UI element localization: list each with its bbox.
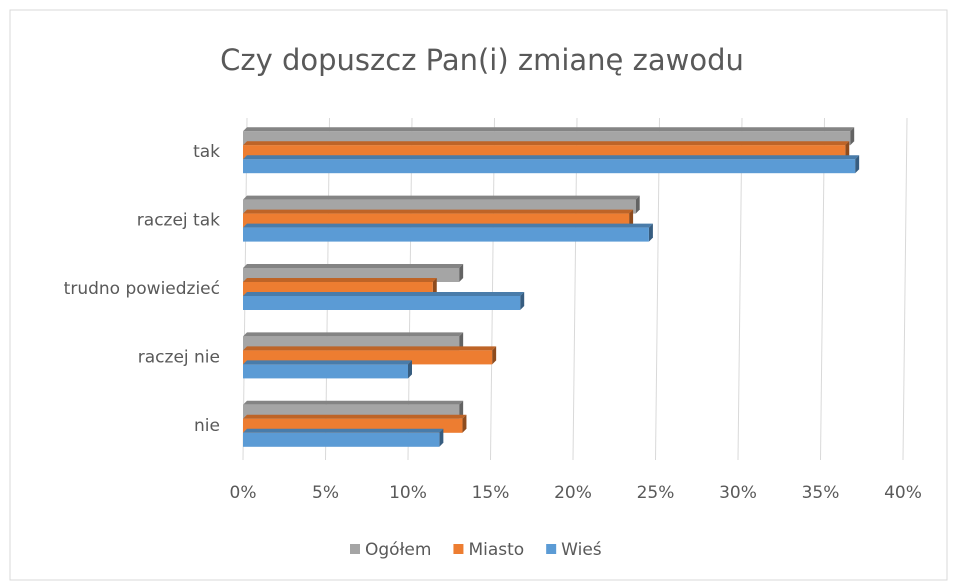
- legend-swatch: [546, 544, 557, 554]
- bar-side: [432, 278, 437, 296]
- bar-top: [243, 141, 850, 146]
- x-tick-label: 15%: [472, 483, 510, 503]
- bar-top: [243, 209, 634, 214]
- legend-label: Wieś: [561, 540, 602, 560]
- bar-top: [243, 223, 653, 228]
- bar: [243, 159, 856, 174]
- legend-label: Ogółem: [365, 540, 431, 560]
- grid-line: [490, 117, 495, 461]
- bar-side: [459, 264, 464, 282]
- y-tick-label: nie: [194, 416, 220, 436]
- bar-top: [243, 332, 464, 337]
- legend-swatch: [350, 544, 360, 554]
- y-tick-label: trudno powiedzieć: [64, 279, 220, 299]
- bar-top: [243, 400, 464, 405]
- x-tick-label: 0%: [230, 483, 257, 503]
- bar-side: [850, 127, 855, 146]
- bar-side: [462, 414, 467, 433]
- bar-side: [648, 223, 653, 242]
- bar-top: [243, 155, 860, 160]
- bar-top: [243, 292, 525, 296]
- bar-top: [243, 278, 437, 282]
- bar-side: [439, 428, 444, 447]
- legend-swatch: [453, 544, 464, 554]
- bar-top: [243, 195, 640, 200]
- bar: [243, 364, 408, 379]
- bar-side: [459, 332, 464, 351]
- x-tick-label: 40%: [884, 483, 922, 503]
- bar: [243, 296, 521, 310]
- bar-side: [635, 195, 640, 214]
- x-tick-label: 10%: [389, 483, 427, 503]
- x-tick-label: 30%: [719, 483, 757, 503]
- bar-top: [243, 428, 444, 433]
- x-tick-label: 5%: [312, 483, 339, 503]
- bar-top: [243, 346, 497, 351]
- bar-side: [408, 360, 412, 379]
- chart-title: Czy dopuszcz Pan(i) zmianę zawodu: [220, 43, 744, 77]
- bar-top: [243, 360, 412, 365]
- grid-line: [820, 117, 825, 461]
- bar-side: [629, 209, 634, 228]
- x-tick-label: 20%: [554, 483, 592, 503]
- bar-top: [243, 127, 855, 132]
- x-tick-label: 35%: [802, 483, 840, 503]
- grid-line: [902, 117, 908, 461]
- bar-top: [243, 264, 464, 268]
- y-tick-label: tak: [193, 142, 220, 162]
- bar-side: [520, 292, 525, 310]
- bar: [243, 227, 649, 242]
- grid-line: [655, 117, 660, 461]
- bar-top: [243, 414, 467, 419]
- y-tick-label: raczej tak: [137, 211, 220, 231]
- grid-line: [572, 117, 578, 461]
- y-tick-label: raczej nie: [138, 347, 220, 367]
- bar-side: [492, 346, 497, 365]
- bar-side: [845, 141, 850, 160]
- grid-line: [737, 117, 743, 461]
- bar: [243, 432, 440, 447]
- bar-side: [459, 400, 464, 419]
- bar-side: [855, 155, 860, 174]
- legend-label: Miasto: [468, 540, 524, 560]
- x-tick-label: 25%: [637, 483, 675, 503]
